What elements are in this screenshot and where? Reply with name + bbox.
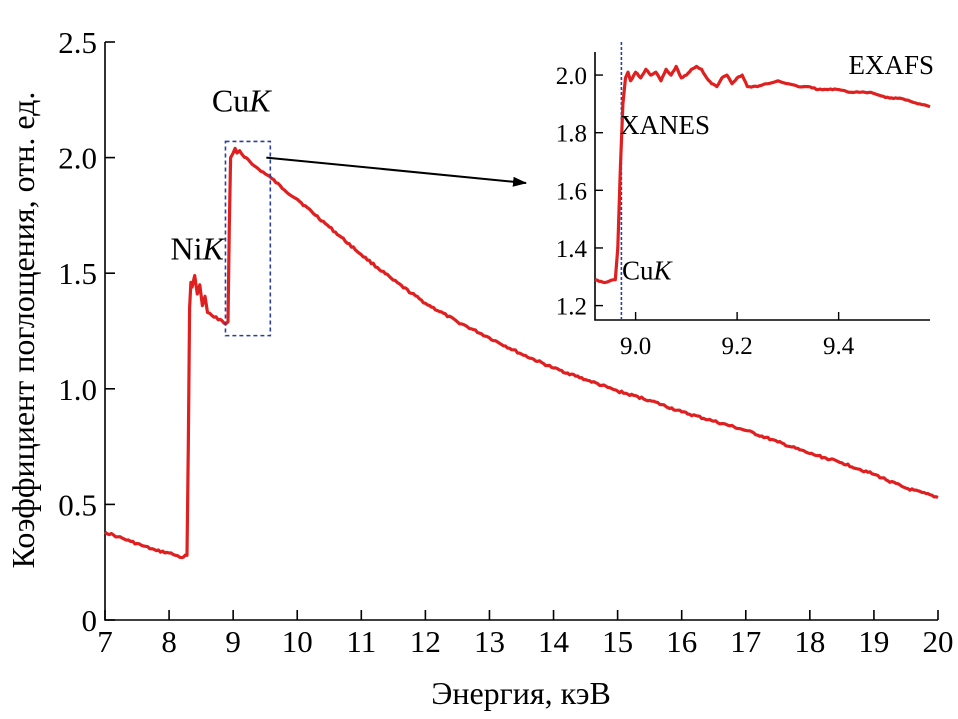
annotation-cu-k: CuK — [212, 82, 272, 118]
main-y-tick-label: 2.0 — [58, 141, 97, 176]
zoom-arrow — [266, 156, 527, 187]
annotation-xanes: XANES — [620, 110, 710, 140]
y-axis-label: Коэффициент поглощения, отн. ед. — [5, 92, 41, 569]
main-x-tick-label: 11 — [346, 624, 376, 659]
main-x-tick-label: 8 — [161, 624, 177, 659]
main-x-tick-label: 19 — [858, 624, 889, 659]
main-series-line — [103, 146, 939, 560]
main-y-tick-label: 1.0 — [58, 372, 97, 407]
main-x-tick-label: 16 — [666, 624, 697, 659]
annotation-ni-k: NiK — [170, 230, 225, 266]
inset-y-tick-label: 1.2 — [556, 294, 587, 321]
inset-x-ticks: 9.0 9.2 9.4 — [620, 312, 855, 360]
main-plot: 0 0.5 1.0 1.5 2.0 2.5 7 8 9 10 11 12 13 14 15 16 17 18 19… — [5, 25, 954, 711]
inset-y-tick-label: 1.8 — [556, 121, 587, 148]
inset-axes — [594, 52, 930, 321]
main-x-tick-label: 10 — [282, 624, 313, 659]
main-axes — [104, 42, 938, 621]
main-y-tick-label: 0.5 — [58, 487, 97, 522]
main-x-ticks: 7 8 9 10 11 12 13 14 15 16 17 18 19 20 — [97, 610, 954, 659]
inset-y-ticks: 1.2 1.4 1.6 1.8 2.0 — [556, 63, 603, 321]
main-x-tick-label: 13 — [474, 624, 505, 659]
cuk-highlight-box — [224, 140, 272, 337]
main-x-tick-label: 7 — [97, 624, 113, 659]
x-axis-label: Энергия, кэВ — [431, 675, 611, 711]
inset-series-line — [594, 64, 931, 285]
main-x-tick-label: 20 — [923, 624, 954, 659]
annotation-exafs: EXAFS — [848, 50, 934, 80]
main-x-tick-label: 15 — [602, 624, 633, 659]
inset-x-tick-label: 9.0 — [620, 333, 651, 360]
inset-background — [560, 50, 940, 340]
inset-x-tick-label: 9.4 — [823, 333, 855, 360]
main-x-tick-label: 14 — [538, 624, 570, 659]
inset-x-tick-label: 9.2 — [721, 333, 752, 360]
main-x-tick-label: 9 — [225, 624, 241, 659]
annotation-inset-cu-k: CuK — [622, 256, 674, 286]
main-x-tick-label: 18 — [794, 624, 825, 659]
main-y-ticks: 0 0.5 1.0 1.5 2.0 2.5 — [58, 25, 115, 638]
main-x-tick-label: 17 — [730, 624, 761, 659]
inset-y-tick-label: 1.6 — [556, 178, 587, 205]
inset-plot: 1.2 1.4 1.6 1.8 2.0 9.0 9.2 9.4 EXAFS XANES Cu… — [556, 42, 940, 360]
main-y-tick-label: 1.5 — [58, 256, 97, 291]
inset-y-tick-label: 1.4 — [556, 236, 588, 263]
main-y-tick-label: 2.5 — [58, 25, 97, 60]
main-y-tick-label: 0 — [82, 603, 98, 638]
inset-y-tick-label: 2.0 — [556, 63, 587, 90]
main-x-tick-label: 12 — [410, 624, 441, 659]
